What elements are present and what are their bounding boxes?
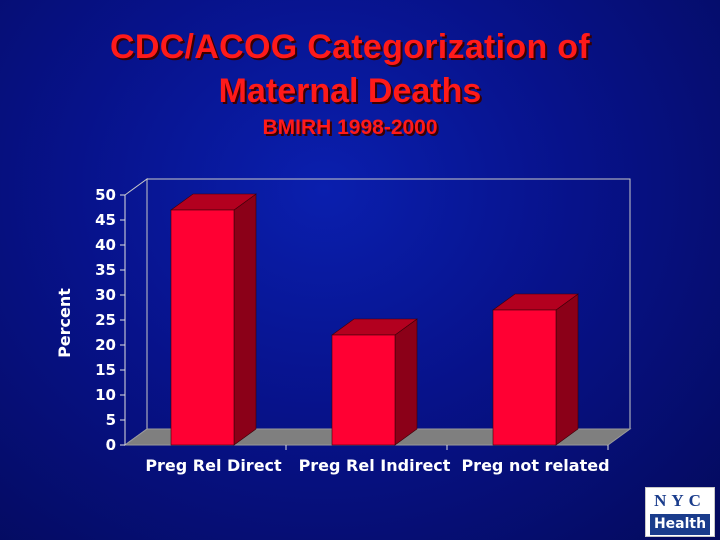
logo-nyc-text: NYC [654,491,706,510]
bar [331,318,418,446]
bar [170,193,257,446]
y-tick-label: 35 [95,261,116,279]
bar-front [492,309,557,446]
plot-side-wall [124,178,148,446]
y-axis: 0 5 10 15 20 25 30 35 40 45 50 [95,186,126,454]
bar-side [233,193,257,446]
y-tick-label: 5 [106,411,116,429]
y-tick-label: 15 [95,361,116,379]
y-tick-label: 40 [95,236,116,254]
y-tick-label: 45 [95,211,116,229]
y-tick-label: 50 [95,186,116,204]
chart-title-line1: CDC/ACOG Categorization of [109,28,590,66]
y-tick-label: 30 [95,286,116,304]
chart-subtitle: BMIRH 1998-2000 [262,116,438,139]
y-tick-label: 25 [95,311,116,329]
nyc-health-logo: NYC Health [645,487,715,537]
bars [170,193,579,446]
bar-side [555,293,579,446]
bar-front [331,334,396,446]
y-tick-label: 20 [95,336,116,354]
chart-title-line2: Maternal Deaths [218,72,482,110]
bar-side [394,318,418,446]
bar-front [170,209,235,446]
bar [492,293,579,446]
x-tick-label: Preg Rel Indirect [299,456,451,475]
y-tick-label: 10 [95,386,116,404]
x-axis: Preg Rel Direct Preg Rel Indirect Preg not… [145,445,610,475]
y-axis-label: Percent [55,288,74,358]
y-tick-label: 0 [106,436,116,454]
x-tick-label: Preg not related [461,456,609,475]
logo-health-text: Health [650,514,710,535]
x-tick-label: Preg Rel Direct [145,456,282,475]
